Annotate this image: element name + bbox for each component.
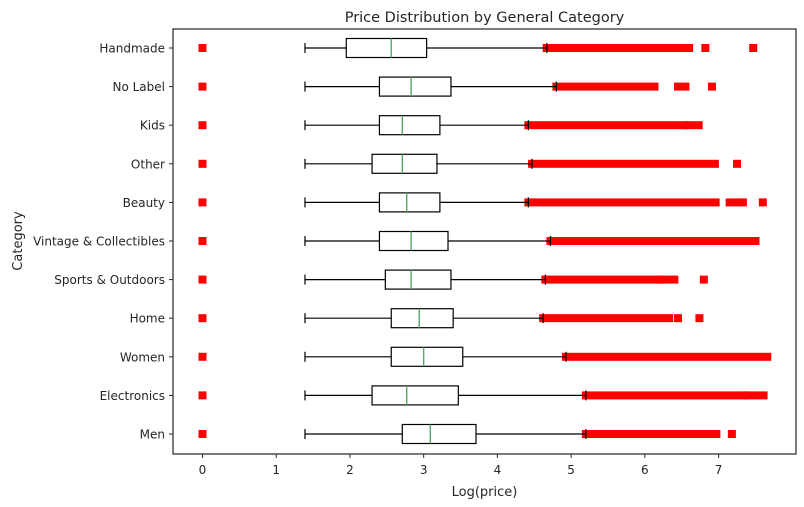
outlier-point <box>738 198 747 207</box>
category-label: No Label <box>112 80 165 94</box>
x-tick-label: 6 <box>641 463 649 477</box>
box-handmade <box>198 37 758 59</box>
box-vintage-collectibles <box>198 230 760 252</box>
box-iqr <box>378 76 452 97</box>
category-label: Handmade <box>99 42 165 56</box>
box-iqr <box>378 115 441 136</box>
outlier-point <box>701 44 710 52</box>
outlier-point <box>198 352 207 361</box>
box-electronics <box>198 385 768 406</box>
box-iqr <box>401 423 477 445</box>
category-label: Other <box>131 157 165 171</box>
outlier-point <box>198 430 207 438</box>
box-women <box>198 346 772 367</box>
outlier-point <box>198 275 207 284</box>
outlier-band <box>539 314 674 323</box>
category-label: Women <box>120 350 165 364</box>
outlier-band <box>657 275 679 284</box>
category-label: Sports & Outdoors <box>54 273 165 287</box>
box-iqr <box>390 308 454 329</box>
category-label: Electronics <box>100 389 165 403</box>
outlier-band <box>524 121 688 130</box>
outlier-band <box>581 391 750 400</box>
outlier-point <box>749 44 758 52</box>
box-sports-outdoors <box>198 269 708 290</box>
outlier-band <box>725 198 742 207</box>
outlier-point <box>758 198 767 207</box>
box-beauty <box>198 192 767 213</box>
outlier-point <box>198 44 207 52</box>
y-axis-label: Category <box>11 211 26 271</box>
box-iqr <box>371 153 438 174</box>
box-no-label <box>198 76 716 97</box>
outlier-point <box>198 391 207 400</box>
outlier-point <box>707 82 716 91</box>
box-other <box>198 153 742 174</box>
outlier-band <box>542 44 670 52</box>
outlier-band <box>743 391 768 400</box>
outlier-point <box>198 159 207 168</box>
outlier-band <box>541 275 663 284</box>
box-iqr <box>384 269 452 290</box>
outlier-band <box>664 44 694 52</box>
outlier-point <box>198 82 207 91</box>
outlier-point <box>198 198 207 207</box>
chart-title: Price Distribution by General Category <box>345 10 625 26</box>
category-label: Kids <box>140 119 165 133</box>
box-home <box>198 308 704 329</box>
box-kids <box>198 115 703 136</box>
outlier-point <box>674 314 683 323</box>
outlier-band <box>552 82 659 91</box>
x-tick-label: 1 <box>272 463 280 477</box>
outlier-band <box>546 237 760 245</box>
outlier-band <box>524 198 720 207</box>
x-tick-label: 4 <box>494 463 502 477</box>
x-tick-label: 0 <box>199 463 207 477</box>
outlier-band <box>683 121 703 130</box>
box-iqr <box>371 385 459 406</box>
box-iqr <box>378 192 441 213</box>
outlier-band <box>561 352 772 361</box>
outlier-point <box>695 314 704 323</box>
x-tick-label: 7 <box>715 463 723 477</box>
box-men <box>198 423 736 445</box>
x-axis-label: Log(price) <box>452 485 518 500</box>
category-label: Home <box>130 312 165 326</box>
category-label: Men <box>140 428 165 442</box>
outlier-point <box>699 275 708 284</box>
outlier-band <box>674 82 690 91</box>
x-tick-label: 5 <box>567 463 575 477</box>
box-iqr <box>378 230 449 252</box>
box-iqr <box>345 37 428 59</box>
category-label: Vintage & Collectibles <box>33 235 165 249</box>
outlier-point <box>198 314 207 323</box>
x-tick-label: 2 <box>346 463 354 477</box>
outlier-band <box>528 159 719 168</box>
category-label: Beauty <box>123 196 165 210</box>
box-iqr <box>390 346 464 367</box>
outlier-point <box>198 121 207 130</box>
outlier-point <box>733 159 742 168</box>
outlier-point <box>727 430 736 438</box>
x-tick-label: 3 <box>420 463 428 477</box>
outlier-band <box>581 430 721 438</box>
outlier-point <box>198 237 207 245</box>
